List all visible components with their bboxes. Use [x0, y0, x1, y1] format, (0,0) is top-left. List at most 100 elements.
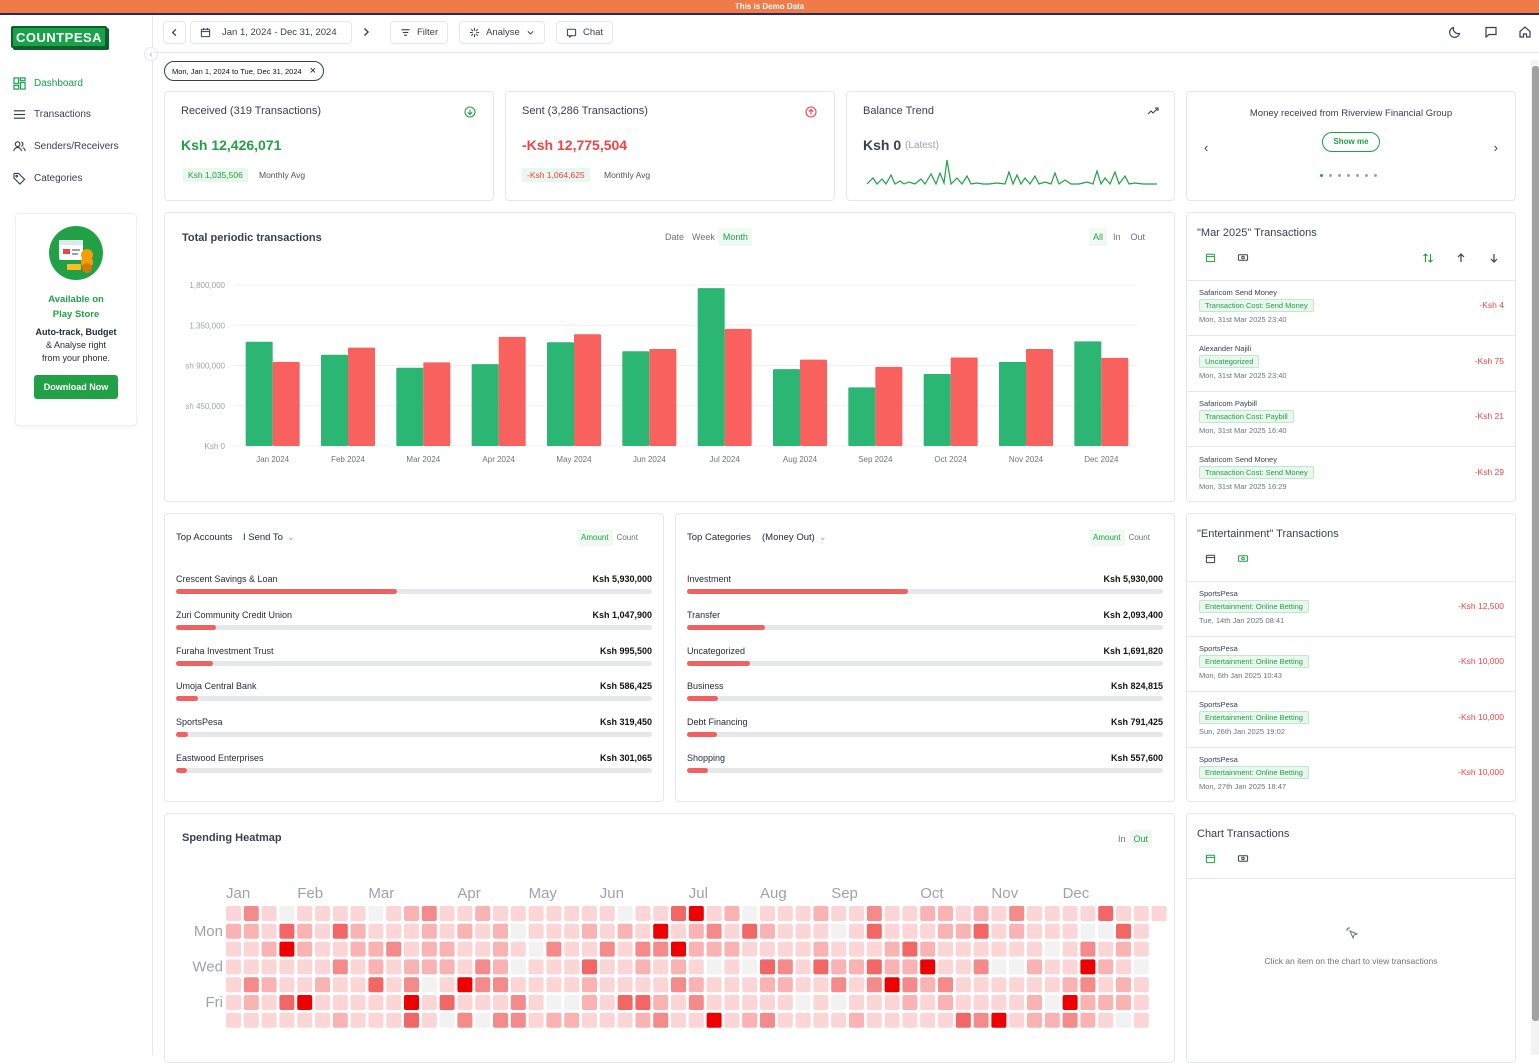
heatmap-cell[interactable]: [973, 906, 989, 921]
heatmap-cell[interactable]: [706, 995, 722, 1010]
sort-icon[interactable]: [1422, 252, 1434, 264]
heatmap-cell[interactable]: [617, 906, 633, 921]
heatmap-cell[interactable]: [475, 1012, 491, 1028]
heatmap-cell[interactable]: [813, 941, 829, 957]
heatmap-cell[interactable]: [582, 959, 597, 975]
heatmap-cell[interactable]: [688, 977, 704, 993]
heatmap-cell[interactable]: [760, 995, 775, 1010]
heatmap-cell[interactable]: [1116, 906, 1131, 921]
heatmap-cell[interactable]: [599, 906, 615, 921]
heatmap-cell[interactable]: [653, 995, 669, 1010]
heatmap-cell[interactable]: [884, 959, 900, 975]
sidebar-item-transactions[interactable]: Transactions: [13, 104, 91, 124]
heatmap-cell[interactable]: [546, 941, 562, 957]
heatmap-cell[interactable]: [261, 959, 277, 975]
carousel-dot[interactable]: [1365, 174, 1368, 177]
filter-all-button[interactable]: All: [1089, 228, 1108, 246]
heatmap-cell[interactable]: [368, 941, 384, 957]
heatmap-cell[interactable]: [439, 995, 455, 1010]
heatmap-cell[interactable]: [243, 995, 259, 1010]
heatmap-cell[interactable]: [902, 1012, 918, 1028]
sent-bar[interactable]: [950, 357, 978, 446]
download-now-button[interactable]: Download Now: [33, 375, 119, 399]
heatmap-cell[interactable]: [386, 906, 402, 921]
heatmap-cell[interactable]: [849, 941, 864, 957]
heatmap-cell[interactable]: [1116, 959, 1131, 975]
heatmap-cell[interactable]: [902, 923, 918, 939]
heatmap-cell[interactable]: [279, 959, 295, 975]
heatmap-cell[interactable]: [297, 995, 313, 1010]
heatmap-cell[interactable]: [1009, 959, 1025, 975]
heatmap-cell[interactable]: [1098, 995, 1114, 1010]
heatmap-cell[interactable]: [1062, 995, 1078, 1010]
heatmap-cell[interactable]: [493, 906, 508, 921]
heatmap-cell[interactable]: [332, 995, 348, 1010]
heatmap-cell[interactable]: [813, 959, 829, 975]
heatmap-cell[interactable]: [386, 941, 402, 957]
sent-bar[interactable]: [348, 347, 375, 446]
heatmap-cell[interactable]: [582, 977, 597, 993]
heatmap-cell[interactable]: [866, 995, 882, 1010]
heatmap-cell[interactable]: [1133, 923, 1149, 939]
heatmap-cell[interactable]: [546, 995, 562, 1010]
heatmap-cell[interactable]: [671, 995, 686, 1010]
carousel-dot[interactable]: [1374, 174, 1377, 177]
heatmap-cell[interactable]: [315, 1012, 330, 1028]
heatmap-cell[interactable]: [528, 959, 544, 975]
heatmap-cell[interactable]: [350, 959, 366, 975]
heatmap-cell[interactable]: [884, 941, 900, 957]
transaction-row[interactable]: Alexander Najili Uncategorized Mon, 31st…: [1187, 337, 1515, 392]
heatmap-cell[interactable]: [742, 923, 758, 939]
heatmap-cell[interactable]: [795, 1012, 811, 1028]
heatmap-cell[interactable]: [226, 906, 241, 921]
heatmap-cell[interactable]: [920, 977, 936, 993]
heatmap-cell[interactable]: [546, 906, 562, 921]
heatmap-cell[interactable]: [706, 906, 722, 921]
heatmap-cell[interactable]: [493, 1012, 508, 1028]
heatmap-cell[interactable]: [528, 977, 544, 993]
tx-category-tag[interactable]: Entertainment: Online Betting: [1199, 711, 1309, 724]
heatmap-cell[interactable]: [226, 977, 241, 993]
heatmap-cell[interactable]: [920, 923, 936, 939]
heatmap-cell[interactable]: [528, 923, 544, 939]
heatmap-cell[interactable]: [777, 923, 793, 939]
carousel-next-icon[interactable]: ›: [1493, 140, 1498, 155]
ranked-row[interactable]: Debt Financing Ksh 791,425: [676, 715, 1174, 745]
heatmap-cell[interactable]: [742, 959, 758, 975]
chat-button[interactable]: Chat: [556, 21, 614, 44]
heatmap-cell[interactable]: [368, 977, 384, 993]
heatmap-cell[interactable]: [599, 959, 615, 975]
transaction-row[interactable]: Safaricom Paybill Transaction Cost: Payb…: [1187, 392, 1515, 447]
heatmap-cell[interactable]: [582, 923, 597, 939]
heatmap-cell[interactable]: [510, 959, 526, 975]
heatmap-cell[interactable]: [1098, 941, 1114, 957]
heatmap-cell[interactable]: [599, 941, 615, 957]
heatmap-cell[interactable]: [386, 959, 402, 975]
count-toggle[interactable]: Count: [1128, 533, 1150, 542]
heatmap-cell[interactable]: [226, 941, 241, 957]
carousel-dot[interactable]: [1338, 174, 1341, 177]
heatmap-cell[interactable]: [795, 923, 811, 939]
heatmap-cell[interactable]: [742, 1012, 758, 1028]
heatmap-cell[interactable]: [760, 941, 775, 957]
heatmap-cell[interactable]: [1098, 906, 1114, 921]
heatmap-cell[interactable]: [493, 923, 508, 939]
ranked-row[interactable]: Crescent Savings & Loan Ksh 5,930,000: [165, 572, 663, 602]
heatmap-cell[interactable]: [315, 906, 330, 921]
calendar-icon[interactable]: [1205, 252, 1216, 263]
heatmap-cell[interactable]: [279, 906, 295, 921]
tx-category-tag[interactable]: Uncategorized: [1199, 355, 1260, 368]
heatmap-cell[interactable]: [777, 977, 793, 993]
heatmap-cell[interactable]: [439, 1012, 455, 1028]
heatmap-cell[interactable]: [475, 906, 491, 921]
heatmap-cell[interactable]: [653, 977, 669, 993]
amount-toggle[interactable]: Amount: [1089, 529, 1125, 546]
heatmap-cell[interactable]: [1133, 941, 1149, 957]
heatmap-cell[interactable]: [955, 995, 971, 1010]
heatmap-cell[interactable]: [724, 941, 740, 957]
close-icon[interactable]: ×: [309, 65, 317, 77]
heatmap-cell[interactable]: [671, 941, 686, 957]
heatmap-cell[interactable]: [635, 959, 651, 975]
heatmap-cell[interactable]: [920, 1012, 936, 1028]
heatmap-cell[interactable]: [350, 906, 366, 921]
